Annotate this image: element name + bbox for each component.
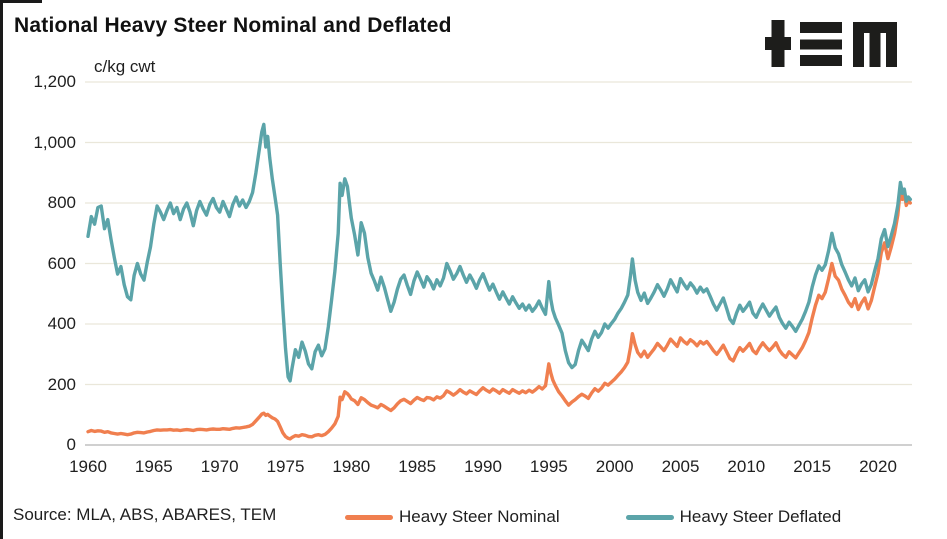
y-axis-units-label: c/kg cwt bbox=[94, 57, 156, 76]
x-tick-label: 1970 bbox=[200, 457, 239, 476]
legend-swatch-nominal bbox=[345, 514, 393, 520]
x-tick-label: 1960 bbox=[69, 457, 107, 476]
x-tick-label: 1990 bbox=[464, 457, 502, 476]
series-line-heavy-steer-nominal bbox=[86, 187, 912, 441]
triple-bar-icon bbox=[800, 22, 842, 33]
y-tick-label: 1,200 bbox=[33, 72, 76, 91]
x-tick-label: 1975 bbox=[266, 457, 305, 476]
x-tick-label: 2015 bbox=[793, 457, 832, 476]
legend-label-deflated: Heavy Steer Deflated bbox=[679, 507, 842, 526]
top-border-segment bbox=[0, 0, 42, 3]
legend-label-nominal: Heavy Steer Nominal bbox=[399, 507, 560, 526]
series-line-heavy-steer-deflated bbox=[86, 122, 912, 383]
legend-swatch-deflated bbox=[625, 514, 674, 520]
left-border bbox=[0, 0, 3, 539]
y-tick-label: 200 bbox=[47, 374, 76, 394]
source-note: Source: MLA, ABS, ABARES, TEM bbox=[13, 505, 277, 524]
page-title: National Heavy Steer Nominal and Deflate… bbox=[14, 14, 452, 37]
x-tick-label: 2020 bbox=[859, 457, 897, 476]
y-tick-label: 600 bbox=[47, 253, 76, 273]
y-tick-label: 800 bbox=[47, 193, 76, 212]
x-tick-label: 1980 bbox=[332, 457, 371, 476]
x-tick-label: 1995 bbox=[529, 457, 568, 476]
y-tick-label: 400 bbox=[47, 314, 76, 333]
x-tick-label: 1985 bbox=[398, 457, 437, 476]
tem-logo bbox=[765, 20, 897, 67]
y-tick-label: 0 bbox=[66, 435, 76, 454]
legend: Heavy Steer Nominal Heavy Steer Deflated bbox=[345, 507, 841, 527]
y-tick-label: 1,000 bbox=[33, 132, 76, 152]
x-tick-label: 2005 bbox=[661, 457, 700, 476]
x-tick-label: 2010 bbox=[727, 457, 766, 476]
x-tick-label: 2000 bbox=[595, 457, 634, 476]
x-tick-label: 1965 bbox=[134, 457, 173, 476]
m-icon bbox=[853, 22, 897, 67]
